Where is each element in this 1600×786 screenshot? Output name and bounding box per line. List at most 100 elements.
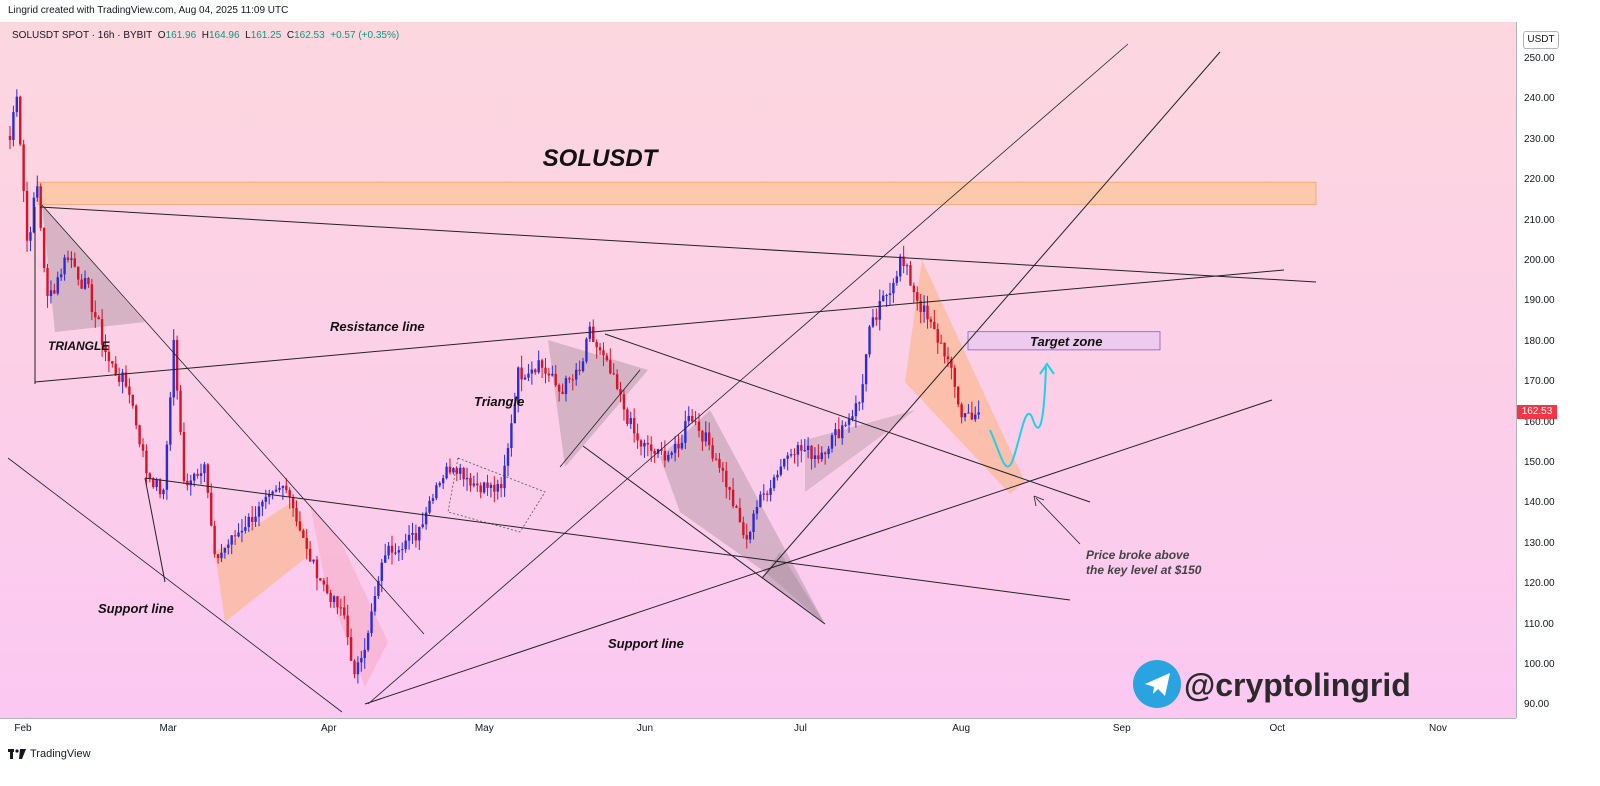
candle [878, 289, 881, 331]
candle [861, 374, 864, 410]
candle [322, 577, 325, 592]
candle [895, 270, 899, 286]
candle [19, 95, 22, 147]
candle [708, 422, 711, 451]
candle [557, 383, 561, 402]
support-line-label-left: Support line [98, 601, 174, 616]
candle [673, 436, 677, 462]
time-tick-oct: Oct [1269, 723, 1286, 734]
candle [697, 413, 701, 438]
candle [117, 367, 121, 387]
candle [926, 295, 929, 329]
breakout-arrow-line [1035, 497, 1081, 545]
time-tick-aug: Aug [952, 723, 971, 734]
candle [837, 417, 841, 439]
candle [418, 526, 421, 550]
target-zone-label: Target zone [1030, 334, 1102, 349]
patterns-layer [42, 205, 1025, 687]
candle [735, 504, 738, 509]
candle [847, 413, 851, 433]
candle [885, 293, 888, 307]
candle [813, 447, 817, 468]
candle [404, 533, 407, 553]
candle [179, 384, 182, 436]
candle [169, 391, 172, 451]
candle [936, 323, 939, 354]
candle [172, 329, 175, 406]
price-tick: 110.00 [1524, 618, 1554, 630]
candle [141, 438, 145, 458]
tradingview-logo[interactable]: TradingView [8, 748, 91, 760]
candle [186, 473, 189, 491]
candle [46, 263, 49, 308]
support-line-vertical-mar [144, 477, 166, 583]
candle [411, 522, 414, 544]
candle [370, 603, 373, 637]
candle [738, 498, 742, 523]
candle [704, 421, 708, 447]
zones-layer [37, 181, 1317, 351]
price-chart[interactable]: SOLUSDT TRIANGLE Triangle Resistance lin… [0, 22, 1516, 718]
candle [104, 334, 107, 362]
triangle-pattern-jun-low [762, 552, 825, 624]
candle [772, 474, 776, 492]
candle [574, 363, 578, 386]
candle [919, 293, 922, 324]
candle [776, 470, 779, 481]
candle [445, 462, 448, 480]
candle [745, 523, 748, 549]
candle [639, 439, 643, 456]
chart-area[interactable]: SOLUSDT TRIANGLE Triangle Resistance lin… [0, 22, 1516, 718]
candle [530, 361, 534, 385]
watermark[interactable]: @cryptolingrid [1133, 660, 1411, 708]
candle [465, 467, 469, 491]
candle [455, 466, 459, 482]
candle [63, 254, 66, 281]
candle [261, 499, 264, 517]
descending-line-may-low [582, 445, 826, 625]
flag-pattern-jul [905, 260, 1025, 494]
candle [281, 485, 285, 500]
candle [721, 462, 725, 483]
candle [135, 404, 138, 430]
candle [138, 424, 141, 448]
candle [929, 316, 933, 329]
candle [714, 453, 718, 461]
chart-title: SOLUSDT [543, 145, 660, 172]
time-tick-jul: Jul [794, 723, 807, 734]
candle [786, 452, 789, 471]
candle [80, 274, 83, 289]
price-tick: 120.00 [1524, 578, 1555, 590]
candle [213, 520, 216, 558]
candle [834, 422, 837, 447]
price-axis[interactable]: 90.00 100.00 110.00 120.00 130.00 140.00 150.0… [1516, 22, 1600, 718]
currency-unit-button[interactable]: USDT [1523, 31, 1559, 49]
candle [124, 365, 128, 389]
breakout-note-line1: Price broke above [1086, 548, 1190, 562]
candle [868, 324, 871, 358]
candle [905, 263, 909, 276]
time-tick-may: May [474, 723, 494, 734]
candle [489, 482, 493, 498]
candle [162, 488, 165, 500]
price-tick: 160.00 [1524, 416, 1555, 428]
candle [438, 481, 441, 488]
candle [349, 628, 353, 661]
candles-layer [8, 89, 980, 684]
candle [967, 404, 970, 414]
candle [725, 461, 728, 499]
labels-layer: SOLUSDT TRIANGLE Triangle Resistance lin… [48, 145, 1202, 651]
triangle-pattern-may [548, 340, 648, 467]
candle [513, 392, 517, 424]
candle [670, 451, 673, 459]
candle [953, 364, 956, 398]
breakout-arrowhead [1033, 495, 1045, 507]
candle [414, 524, 418, 548]
candle [646, 435, 650, 457]
candle [70, 251, 73, 268]
candle [428, 496, 431, 515]
candle [373, 586, 377, 616]
time-tick-sep: Sep [1112, 723, 1131, 734]
candle [793, 448, 796, 464]
time-axis[interactable]: Feb Mar Apr May Jun Jul Aug Sep Oct Nov [0, 718, 1516, 741]
